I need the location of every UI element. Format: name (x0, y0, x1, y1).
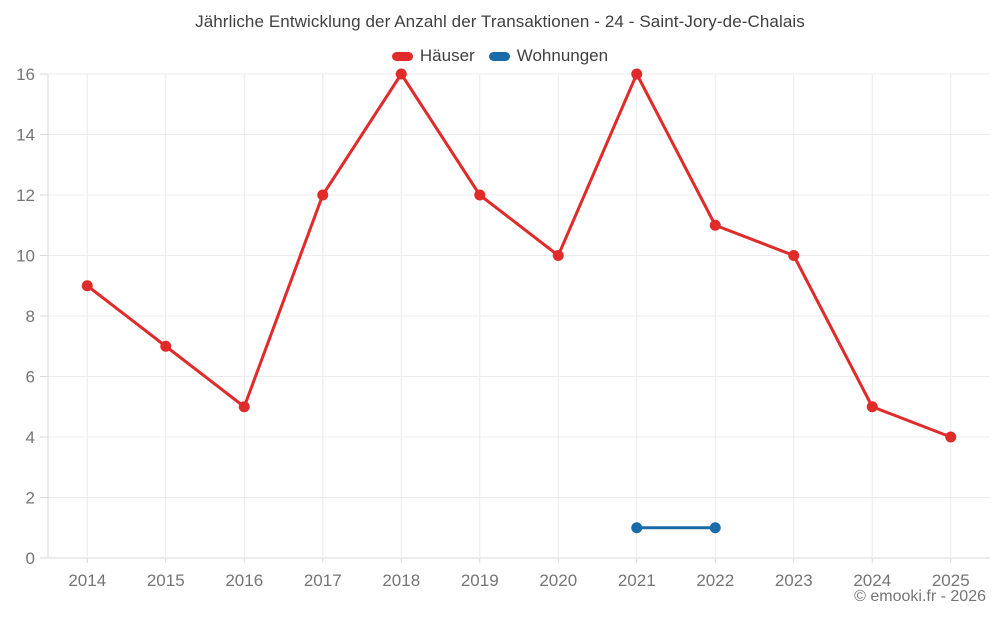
data-point-häuser-2018[interactable] (395, 68, 407, 80)
y-axis-tick-label: 2 (26, 489, 35, 508)
x-axis-tick-label: 2023 (775, 571, 813, 590)
hauser-series-swatch-icon (391, 51, 413, 61)
y-axis-tick-label: 16 (16, 65, 35, 84)
copyright-text: © emooki.fr - 2026 (854, 588, 986, 605)
legend-item-hauser[interactable]: Häuser (391, 46, 475, 66)
x-axis-tick-label: 2016 (225, 571, 263, 590)
y-axis-tick-label: 0 (26, 549, 35, 568)
x-axis-tick-label: 2018 (382, 571, 420, 590)
data-point-häuser-2016[interactable] (238, 401, 250, 413)
x-axis-tick-label: 2020 (539, 571, 577, 590)
data-point-häuser-2021[interactable] (631, 68, 643, 80)
x-axis-tick-label: 2022 (696, 571, 734, 590)
chart-legend: Häuser Wohnungen (0, 46, 1000, 66)
x-axis-tick-label: 2015 (147, 571, 185, 590)
data-point-häuser-2024[interactable] (866, 401, 878, 413)
series-line-häuser (85, 72, 953, 439)
data-point-häuser-2023[interactable] (788, 250, 800, 261)
data-point-wohnungen-2022[interactable] (709, 522, 721, 534)
data-point-häuser-2022[interactable] (709, 219, 721, 231)
data-point-häuser-2015[interactable] (160, 340, 172, 352)
wohnungen-series-swatch-icon (488, 51, 510, 61)
x-axis-tick-label: 2019 (461, 571, 499, 590)
y-axis-tick-label: 12 (16, 186, 35, 205)
x-axis-tick-label: 2025 (932, 571, 970, 590)
x-axis-tick-label: 2024 (853, 571, 891, 590)
data-point-wohnungen-2021[interactable] (631, 522, 643, 534)
y-axis-tick-label: 4 (26, 428, 35, 447)
data-point-häuser-2019[interactable] (474, 189, 486, 201)
y-axis-tick-label: 14 (16, 126, 35, 145)
legend-item-wohnungen[interactable]: Wohnungen (488, 46, 609, 66)
y-axis-tick-label: 10 (16, 247, 35, 266)
x-axis-tick-label: 2017 (304, 571, 342, 590)
x-axis-tick-label: 2021 (618, 571, 656, 590)
data-point-häuser-2025[interactable] (945, 431, 957, 443)
legend-label-hauser: Häuser (419, 46, 475, 65)
data-point-häuser-2020[interactable] (552, 250, 564, 261)
y-axis-tick-label: 6 (26, 368, 35, 387)
data-point-häuser-2014[interactable] (81, 280, 93, 292)
x-axis-tick-label: 2014 (68, 571, 106, 590)
chart-title: Jährliche Entwicklung der Anzahl der Tra… (195, 12, 805, 31)
legend-label-wohnungen: Wohnungen (516, 46, 609, 65)
y-axis-tick-label: 8 (26, 307, 35, 326)
data-point-häuser-2017[interactable] (317, 189, 329, 201)
